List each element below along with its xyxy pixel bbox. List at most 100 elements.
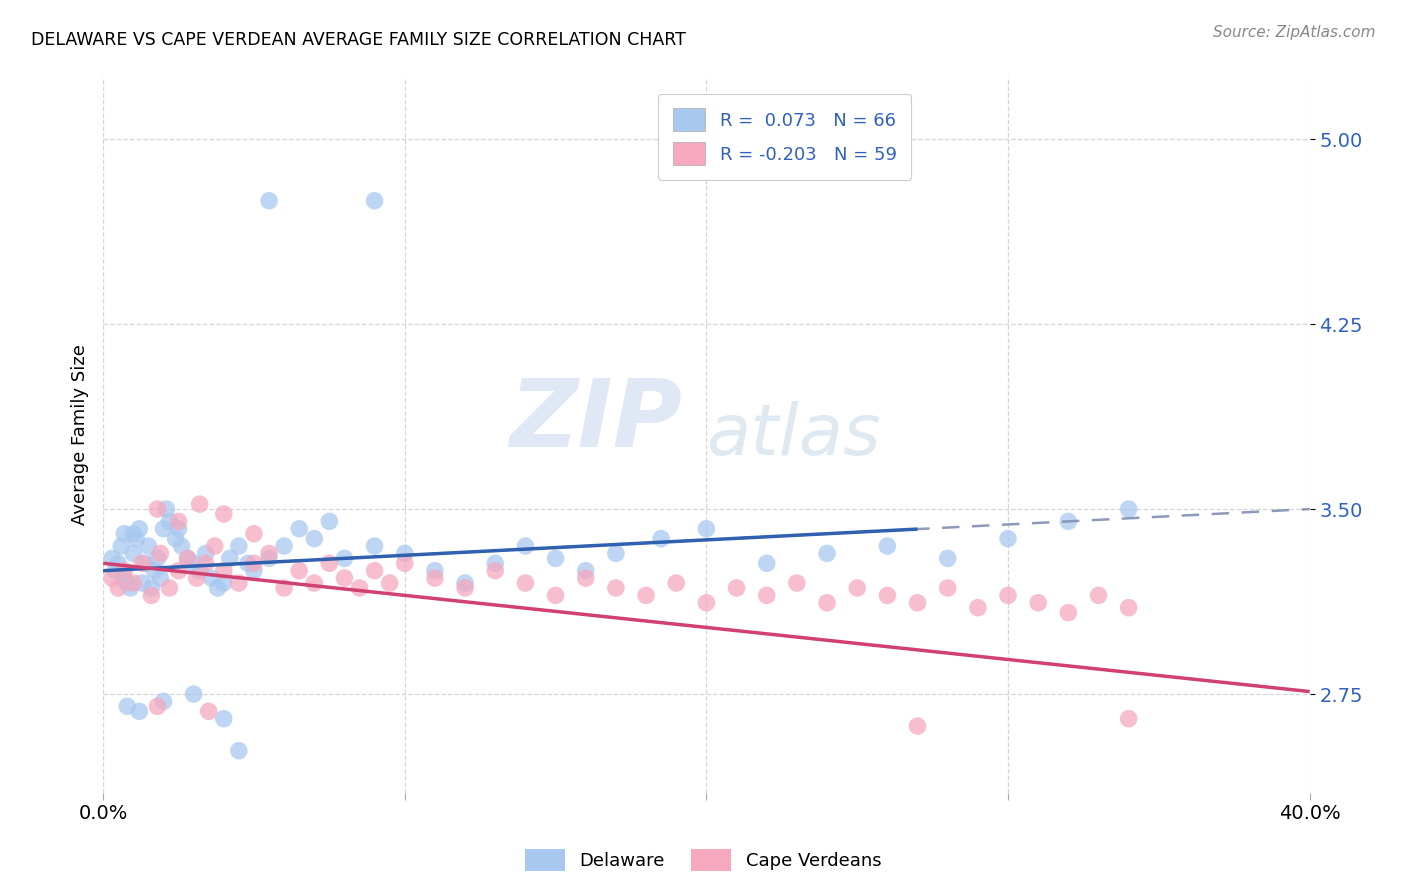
Point: [1118, 712, 1140, 726]
Point: [544, 551, 567, 566]
Point: [125, 532, 148, 546]
Point: [110, 539, 132, 553]
Point: [141, 588, 163, 602]
Point: [149, 546, 172, 560]
Point: [176, 551, 198, 566]
Point: [1087, 588, 1109, 602]
Point: [363, 564, 385, 578]
Point: [394, 546, 416, 560]
Point: [149, 571, 172, 585]
Point: [194, 557, 217, 571]
Point: [318, 557, 340, 571]
Point: [212, 712, 235, 726]
Point: [423, 564, 446, 578]
Point: [997, 532, 1019, 546]
Point: [966, 600, 988, 615]
Point: [1057, 606, 1080, 620]
Point: [288, 522, 311, 536]
Point: [725, 581, 748, 595]
Point: [183, 557, 205, 571]
Point: [243, 526, 266, 541]
Point: [112, 526, 135, 541]
Point: [1118, 502, 1140, 516]
Point: [152, 694, 174, 708]
Point: [605, 546, 627, 560]
Point: [204, 539, 226, 553]
Point: [101, 571, 124, 585]
Point: [218, 551, 240, 566]
Point: [167, 522, 190, 536]
Point: [117, 576, 139, 591]
Point: [117, 699, 139, 714]
Point: [143, 564, 166, 578]
Point: [207, 581, 229, 595]
Point: [846, 581, 869, 595]
Point: [1057, 515, 1080, 529]
Point: [304, 532, 326, 546]
Point: [273, 581, 295, 595]
Point: [876, 588, 898, 602]
Point: [605, 581, 627, 595]
Point: [304, 576, 326, 591]
Point: [665, 576, 688, 591]
Point: [188, 564, 211, 578]
Point: [183, 687, 205, 701]
Point: [122, 546, 145, 560]
Point: [188, 497, 211, 511]
Point: [575, 564, 598, 578]
Text: Source: ZipAtlas.com: Source: ZipAtlas.com: [1212, 25, 1375, 40]
Point: [194, 546, 217, 560]
Point: [104, 564, 127, 578]
Point: [146, 551, 169, 566]
Point: [454, 581, 477, 595]
Point: [288, 564, 311, 578]
Point: [636, 588, 658, 602]
Point: [134, 557, 156, 571]
Text: DELAWARE VS CAPE VERDEAN AVERAGE FAMILY SIZE CORRELATION CHART: DELAWARE VS CAPE VERDEAN AVERAGE FAMILY …: [31, 31, 686, 49]
Point: [454, 576, 477, 591]
Point: [273, 539, 295, 553]
Point: [167, 515, 190, 529]
Point: [333, 551, 356, 566]
Point: [228, 744, 250, 758]
Point: [155, 502, 177, 516]
Point: [159, 581, 181, 595]
Point: [159, 515, 181, 529]
Point: [257, 546, 280, 560]
Point: [243, 557, 266, 571]
Point: [484, 557, 506, 571]
Point: [815, 596, 838, 610]
Point: [936, 581, 959, 595]
Point: [112, 571, 135, 585]
Point: [170, 539, 193, 553]
Point: [141, 581, 163, 595]
Point: [107, 581, 129, 595]
Legend: Delaware, Cape Verdeans: Delaware, Cape Verdeans: [517, 842, 889, 879]
Point: [131, 576, 153, 591]
Point: [815, 546, 838, 560]
Point: [363, 539, 385, 553]
Point: [112, 564, 135, 578]
Point: [197, 704, 219, 718]
Point: [544, 588, 567, 602]
Point: [257, 551, 280, 566]
Point: [755, 557, 778, 571]
Point: [695, 596, 717, 610]
Point: [423, 571, 446, 585]
Point: [755, 588, 778, 602]
Point: [1118, 600, 1140, 615]
Point: [997, 588, 1019, 602]
Point: [907, 596, 929, 610]
Point: [695, 522, 717, 536]
Point: [515, 576, 537, 591]
Legend: R =  0.073   N = 66, R = -0.203   N = 59: R = 0.073 N = 66, R = -0.203 N = 59: [658, 94, 911, 180]
Point: [228, 539, 250, 553]
Point: [212, 576, 235, 591]
Text: ZIP: ZIP: [509, 375, 682, 467]
Point: [120, 581, 142, 595]
Point: [484, 564, 506, 578]
Point: [575, 571, 598, 585]
Point: [165, 532, 187, 546]
Point: [138, 539, 160, 553]
Point: [394, 557, 416, 571]
